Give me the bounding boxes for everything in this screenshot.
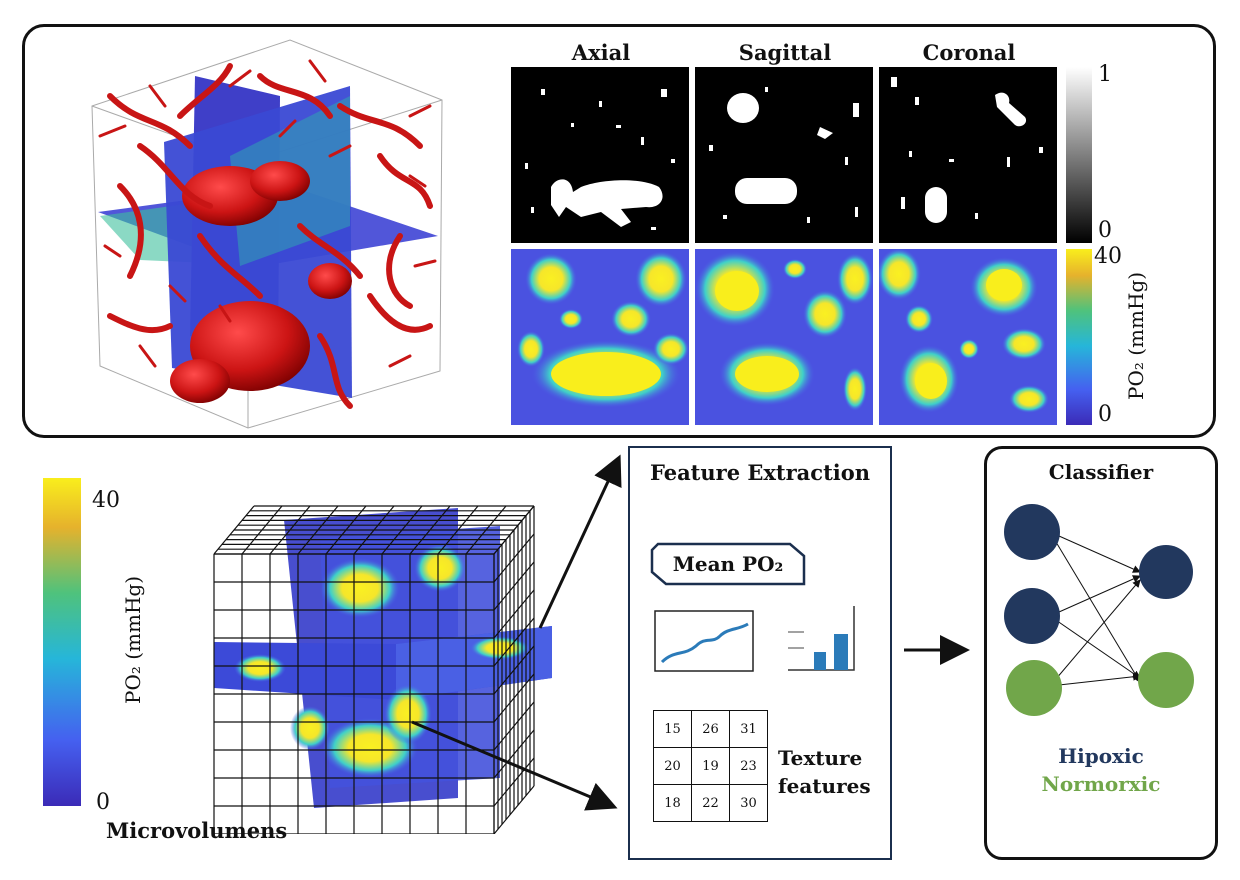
feature-extraction-title: Feature Extraction (649, 460, 871, 485)
binary-colorbar-max: 1 (1098, 62, 1112, 87)
binary-slice-coronal (879, 67, 1057, 243)
vascular-3d-render (91, 39, 443, 429)
texture-cell: 18 (653, 784, 692, 822)
texture-cell: 19 (691, 747, 730, 785)
po2-slice-coronal (879, 249, 1057, 425)
bar-chart-icon (788, 606, 855, 671)
binary-colorbar (1066, 67, 1092, 243)
po2-colorbar-top (1066, 249, 1092, 425)
input-node-1 (1004, 504, 1060, 560)
line-chart-icon (654, 610, 754, 672)
po2-colorbar-top-min: 0 (1098, 402, 1112, 427)
class-label-normoxic: Normorxic (1041, 772, 1161, 796)
mean-po2-tag-shape (650, 542, 806, 586)
po2-colorbar-left-max: 40 (92, 488, 120, 513)
texture-cell: 31 (729, 710, 768, 748)
po2-colorbar-left (43, 478, 81, 806)
po2-colorbar-left-min: 0 (96, 790, 110, 815)
arrow-to-features-bottom (411, 720, 618, 811)
po2-slice-sagittal (695, 249, 873, 425)
texture-cell: 20 (653, 747, 692, 785)
classifier-panel (984, 446, 1218, 860)
output-node-normoxic (1138, 652, 1194, 708)
texture-cell: 22 (691, 784, 730, 822)
binary-colorbar-min: 0 (1098, 218, 1112, 243)
view-title-sagittal: Sagittal (738, 40, 832, 65)
po2-slice-axial (511, 249, 689, 425)
microvolumes-label: Microvolumens (106, 818, 288, 843)
texture-cell: 26 (691, 710, 730, 748)
class-label-hypoxic: Hipoxic (1058, 744, 1144, 768)
texture-label-line1: Texture (778, 746, 863, 770)
view-title-axial: Axial (571, 40, 631, 65)
binary-slice-sagittal (695, 67, 873, 243)
view-title-coronal: Coronal (922, 40, 1016, 65)
neural-network-diagram (1004, 504, 1194, 716)
texture-label-line2: features (778, 774, 871, 798)
mean-po2-label: Mean PO₂ (672, 552, 784, 576)
po2-colorbar-top-max: 40 (1094, 244, 1122, 269)
texture-cell: 30 (729, 784, 768, 822)
binary-slice-axial (511, 67, 689, 243)
feature-extraction-panel (628, 446, 892, 860)
microvolume-grid-cube (213, 505, 552, 834)
output-node-hypoxic (1139, 545, 1193, 599)
arrow-to-features-top (538, 454, 622, 629)
texture-cell: 15 (653, 710, 692, 748)
input-node-3 (1006, 660, 1062, 716)
classifier-title: Classifier (1048, 460, 1154, 484)
input-node-2 (1004, 588, 1060, 644)
texture-cell: 23 (729, 747, 768, 785)
texture-matrix: 15 26 31 20 19 23 18 22 30 (653, 710, 768, 822)
top-panel (22, 24, 1216, 438)
